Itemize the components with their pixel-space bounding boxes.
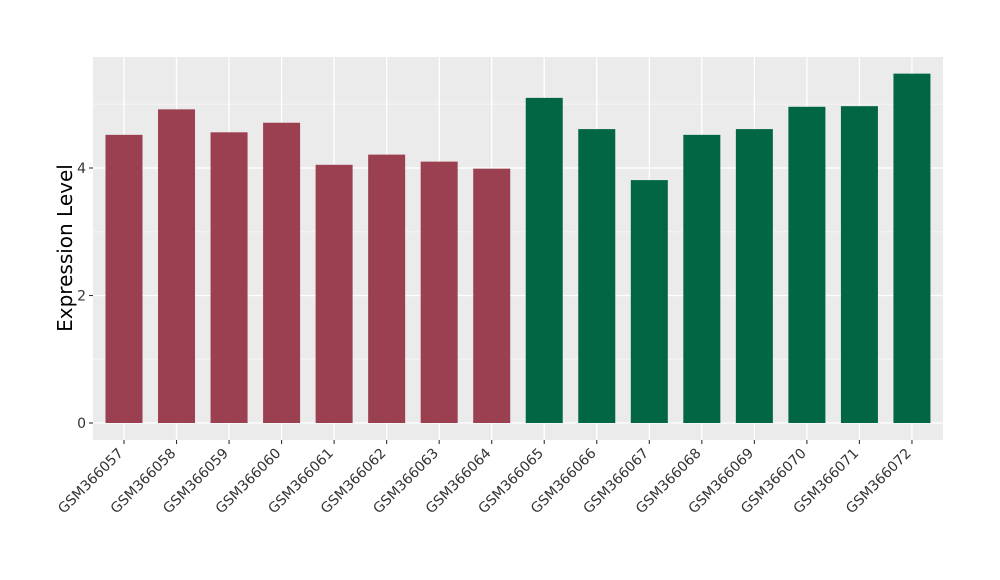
bar-GSM366058 xyxy=(158,109,196,423)
y-tick-label: 4 xyxy=(77,161,86,177)
bar-GSM366071 xyxy=(840,106,878,423)
bar-GSM366060 xyxy=(263,122,301,424)
bar-GSM366057 xyxy=(105,134,143,423)
bar-GSM366061 xyxy=(315,164,353,423)
bar-GSM366059 xyxy=(210,132,248,424)
bars xyxy=(105,73,931,424)
bar-GSM366064 xyxy=(473,168,511,423)
y-axis: 0 2 4 xyxy=(77,161,93,432)
x-axis: GSM366057GSM366058GSM366059GSM366060GSM3… xyxy=(55,440,915,517)
bar-GSM366065 xyxy=(525,97,563,423)
bar-GSM366070 xyxy=(788,106,826,424)
y-tick-label: 0 xyxy=(77,416,86,432)
y-axis-title: Expression Level xyxy=(53,164,77,332)
bar-GSM366067 xyxy=(630,180,668,423)
y-tick-label: 2 xyxy=(77,289,86,305)
bar-GSM366066 xyxy=(578,129,616,424)
bar-GSM366069 xyxy=(735,129,773,424)
bar-GSM366063 xyxy=(420,161,458,423)
bar-GSM366068 xyxy=(683,134,721,423)
bar-GSM366072 xyxy=(893,73,931,424)
bar-GSM366062 xyxy=(368,154,406,424)
